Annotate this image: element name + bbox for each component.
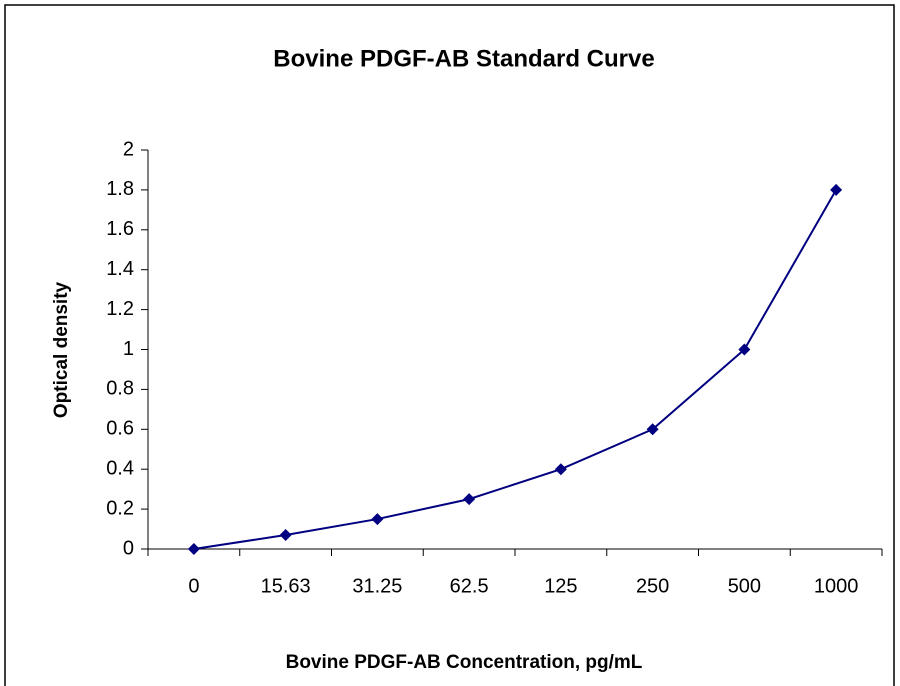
y-tick-label: 0.2 xyxy=(106,497,134,519)
y-tick-label: 0.4 xyxy=(106,457,134,479)
y-tick-label: 1.4 xyxy=(106,258,134,280)
data-point xyxy=(738,343,751,356)
data-line xyxy=(193,189,837,550)
data-point xyxy=(279,529,292,542)
y-tick-label: 1.8 xyxy=(106,178,134,200)
y-tick-label: 0.8 xyxy=(106,378,134,400)
data-point xyxy=(371,513,384,526)
data-point xyxy=(554,463,567,476)
y-tick-label: 1 xyxy=(123,338,134,360)
x-tick-label: 500 xyxy=(728,575,761,597)
data-point xyxy=(830,183,843,196)
x-tick-label: 1000 xyxy=(814,575,859,597)
chart-title: Bovine PDGF-AB Standard Curve xyxy=(273,45,654,72)
y-tick-label: 1.6 xyxy=(106,218,134,240)
y-tick-label: 2 xyxy=(123,138,134,160)
data-point xyxy=(646,423,659,436)
x-tick-label: 250 xyxy=(636,575,669,597)
data-point xyxy=(187,543,200,555)
data-point xyxy=(463,493,476,506)
y-tick-label: 0.6 xyxy=(106,418,134,440)
y-tick-label: 0 xyxy=(123,537,134,559)
x-tick-label: 62.5 xyxy=(450,575,489,597)
x-tick-label: 125 xyxy=(544,575,577,597)
x-axis-label: Bovine PDGF-AB Concentration, pg/mL xyxy=(286,652,643,673)
x-tick-label: 31.25 xyxy=(352,575,402,597)
x-tick-label: 0 xyxy=(188,575,199,597)
x-tick-label: 15.63 xyxy=(261,575,311,597)
y-axis-label: Optical density xyxy=(51,281,72,418)
y-tick-label: 1.2 xyxy=(106,298,134,320)
